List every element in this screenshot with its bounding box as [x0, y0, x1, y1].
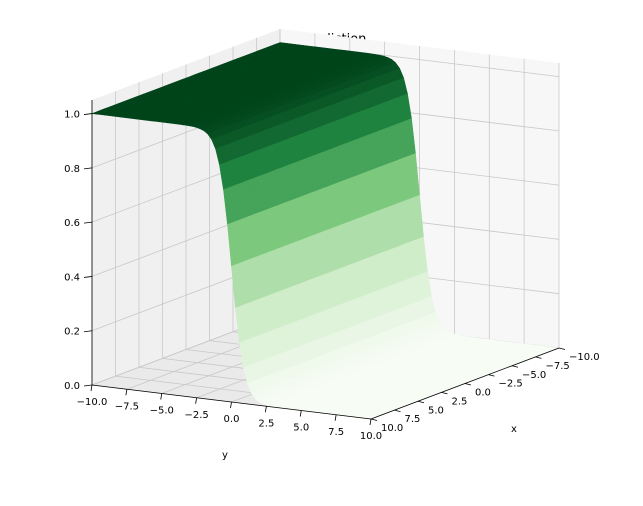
x-tick-label: 5.0: [428, 405, 444, 416]
x-tick-mark: [441, 391, 448, 395]
x-tick-mark: [511, 365, 519, 368]
z-tick-label: 0.6: [64, 218, 80, 229]
x-tick-label: −2.5: [499, 379, 523, 390]
x-tick-mark: [394, 409, 401, 413]
y-tick-mark: [160, 393, 163, 400]
z-tick-mark: [83, 384, 93, 387]
z-tick-label: 0.4: [64, 272, 80, 283]
y-tick-mark: [334, 414, 337, 421]
y-tick-label: 2.5: [258, 418, 274, 429]
z-tick-mark: [83, 113, 93, 115]
z-tick-mark: [83, 276, 93, 278]
z-tick-label: 0.8: [64, 164, 80, 175]
x-tick-label: 2.5: [452, 396, 468, 407]
z-tick-label: 1.0: [64, 110, 80, 121]
x-axis-label: x: [511, 424, 517, 435]
y-tick-label: −7.5: [115, 401, 139, 412]
y-tick-label: 5.0: [293, 423, 309, 434]
y-tick-label: 0.0: [224, 414, 240, 425]
y-tick-mark: [195, 397, 198, 404]
x-tick-label: 10.0: [381, 423, 403, 434]
y-tick-label: −2.5: [184, 410, 208, 421]
x-tick-label: 7.5: [405, 414, 421, 425]
y-tick-mark: [125, 389, 128, 396]
x-tick-mark: [464, 383, 472, 386]
y-tick-mark: [90, 384, 93, 392]
y-tick-mark: [299, 410, 302, 417]
x-tick-mark: [535, 356, 542, 359]
y-tick-label: 10.0: [360, 431, 382, 442]
x-tick-mark: [558, 347, 566, 350]
z-tick-mark: [83, 330, 93, 333]
x-tick-mark: [370, 418, 378, 421]
x-tick-label: −5.0: [522, 370, 546, 381]
z-tick-label: 0.2: [64, 327, 80, 338]
surface-mesh: [91, 42, 560, 420]
z-tick-mark: [83, 221, 93, 224]
x-tick-label: 0.0: [475, 388, 491, 399]
z-tick-label: 0.0: [64, 381, 80, 392]
z-tick-mark: [83, 167, 93, 170]
x-tick-mark: [417, 400, 425, 404]
x-tick-label: −7.5: [546, 361, 570, 372]
y-tick-label: −5.0: [150, 406, 174, 417]
y-tick-mark: [369, 418, 372, 426]
y-axis-label: y: [222, 450, 228, 461]
y-tick-label: 7.5: [328, 427, 344, 438]
y-tick-label: −10.0: [77, 397, 108, 408]
axis-ticks: −10.0−7.5−5.0−2.50.02.55.07.510.0−10.0 −7…: [64, 110, 600, 442]
x-tick-label: −10.0: [569, 352, 600, 363]
y-tick-mark: [264, 406, 267, 413]
x-tick-mark: [488, 374, 495, 377]
y-tick-mark: [230, 401, 232, 409]
